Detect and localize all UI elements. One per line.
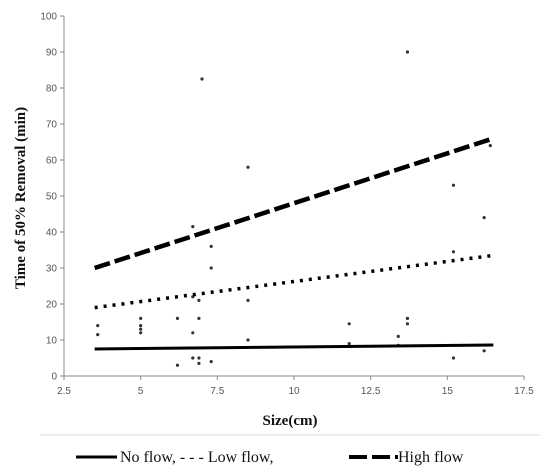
data-point	[405, 322, 410, 326]
y-tick-label: 0	[51, 372, 57, 383]
data-point	[197, 316, 201, 320]
x-axis-title: Size(cm)	[263, 413, 318, 429]
scatter-points	[96, 50, 492, 367]
data-point	[451, 183, 456, 187]
data-point	[197, 361, 201, 365]
x-tick-label: 7.5	[210, 386, 224, 397]
x-tick-label: 17.5	[514, 386, 534, 397]
x-tick-label: 5	[138, 386, 144, 397]
x-tick-label: 15	[442, 386, 454, 397]
data-point	[488, 144, 492, 148]
trend-line-dotted	[94, 253, 494, 310]
data-point	[209, 360, 213, 364]
data-point	[451, 250, 456, 254]
y-tick-label: 60	[46, 156, 58, 167]
y-tick-label: 70	[46, 120, 58, 131]
y-tick-label: 90	[46, 48, 58, 59]
y-tick-label: 10	[46, 336, 58, 347]
x-axis-ticks: 2.5 5 7.5 10 12.5 15 17.5	[57, 376, 534, 397]
x-tick-label: 12.5	[361, 386, 381, 397]
plot-area	[63, 16, 524, 377]
data-point	[209, 266, 213, 270]
data-point	[191, 331, 195, 335]
data-point	[405, 50, 410, 54]
trend-lines	[93, 136, 495, 351]
data-point	[451, 356, 456, 360]
data-point	[139, 327, 143, 331]
data-point	[139, 316, 143, 320]
x-tick-label: 2.5	[57, 386, 71, 397]
data-point	[482, 216, 486, 220]
y-axis-ticks: 0 10 20 30 40 50 60 70 80 90 100	[40, 12, 64, 383]
data-point	[191, 356, 195, 360]
y-tick-label: 50	[46, 192, 58, 203]
data-point	[175, 363, 180, 367]
data-point	[405, 316, 410, 320]
y-tick-label: 80	[46, 84, 58, 95]
data-point	[347, 342, 351, 346]
legend-high-flow-text: High flow	[398, 449, 464, 466]
data-point	[396, 334, 400, 338]
data-point	[482, 349, 486, 353]
data-point	[246, 165, 250, 169]
y-tick-label: 30	[46, 264, 58, 275]
data-point	[347, 322, 351, 326]
legend: No flow, - - - Low flow, High flow	[76, 449, 464, 466]
data-point	[200, 77, 204, 81]
y-tick-label: 20	[46, 300, 58, 311]
legend-no-flow-low-flow-text: No flow, - - - Low flow,	[120, 449, 273, 466]
y-tick-label: 40	[46, 228, 58, 239]
data-point	[209, 244, 213, 248]
data-point	[175, 316, 180, 320]
y-tick-label: 100	[40, 12, 57, 23]
data-point	[139, 324, 143, 328]
data-point	[197, 298, 201, 302]
trend-line-solid	[94, 343, 494, 351]
data-point	[246, 338, 250, 342]
data-point	[139, 331, 143, 335]
trend-line-dashed	[93, 136, 495, 271]
y-axis-title: Time of 50% Removal (min)	[13, 107, 29, 289]
data-point	[96, 324, 100, 328]
x-tick-label: 10	[288, 386, 300, 397]
data-point	[197, 356, 201, 360]
data-point	[191, 225, 195, 229]
data-point	[246, 298, 250, 302]
data-point	[96, 333, 100, 337]
